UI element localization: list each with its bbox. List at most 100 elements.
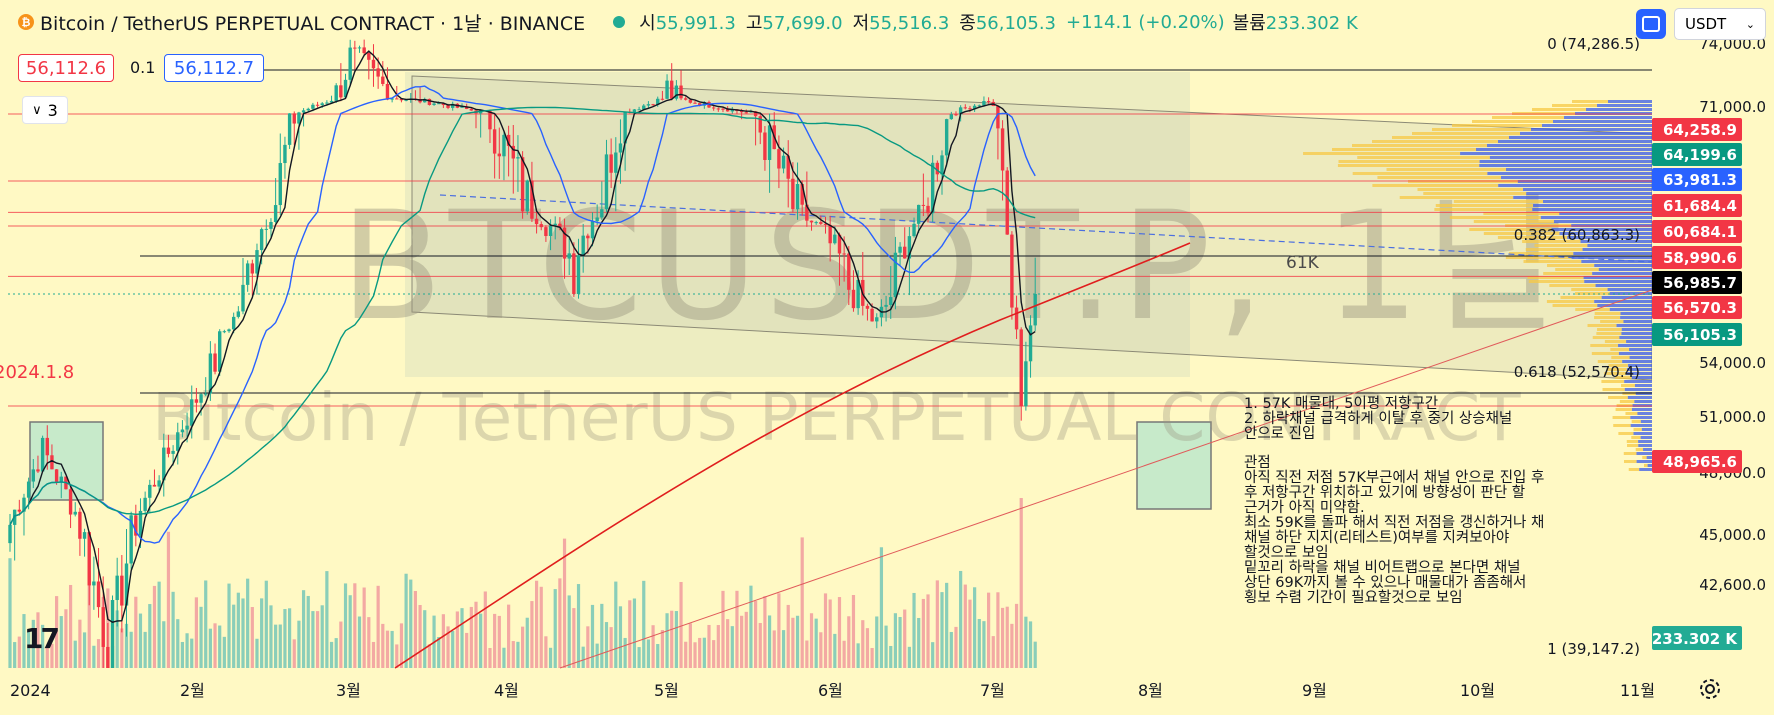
candle: [259, 229, 264, 251]
sell-price-button[interactable]: 56,112.6: [18, 54, 114, 82]
price-tag: [1652, 143, 1742, 166]
candle: [264, 228, 268, 230]
volume-bar: [819, 632, 823, 668]
volume-bar: [702, 637, 706, 668]
volume-profile-bar: [1498, 140, 1652, 143]
tradingview-logo[interactable]: 17: [24, 622, 60, 655]
volume-bar: [1000, 607, 1005, 668]
volume-bar: [367, 617, 371, 668]
volume-profile-bar: [1386, 168, 1506, 171]
candle: [558, 223, 562, 228]
ohlc-open: 시55,991.3: [639, 13, 736, 34]
volume-profile-bar: [1597, 104, 1652, 107]
candle: [8, 524, 12, 544]
candle: [637, 109, 641, 111]
candle: [1028, 325, 1033, 362]
indicators-toggle[interactable]: ∨ 3: [22, 96, 68, 124]
volume-profile-bar: [1633, 428, 1642, 431]
volume-profile-bar: [1639, 468, 1652, 471]
volume-profile-bar: [1532, 208, 1652, 211]
price-tag: [1652, 220, 1742, 243]
symbol-title[interactable]: Bitcoin / TetherUS PERPETUAL CONTRACT · …: [40, 12, 586, 35]
volume-bar: [712, 640, 716, 668]
note-line: 관점: [1244, 455, 1271, 471]
candle: [208, 353, 213, 394]
volume-bar: [618, 606, 623, 668]
candle: [516, 157, 520, 159]
price-axis[interactable]: 74,000.071,000.054,000.051,000.048,000.0…: [1652, 0, 1774, 668]
layout-button[interactable]: [1636, 9, 1666, 39]
volume-bar: [185, 633, 189, 668]
volume-profile-bar: [1552, 304, 1598, 307]
candle: [92, 581, 96, 586]
currency-select[interactable]: USDT ⌄: [1674, 8, 1766, 40]
candle: [334, 85, 338, 101]
candle: [36, 469, 40, 472]
x-axis-label: 5월: [654, 681, 679, 700]
volume-profile-bar: [1601, 380, 1625, 383]
candle: [26, 481, 31, 498]
volume-bar: [460, 608, 464, 668]
volume-bar: [250, 607, 254, 668]
candle: [96, 581, 101, 608]
candle: [432, 103, 436, 105]
volume-bar: [399, 623, 404, 668]
volume-bar: [96, 639, 101, 668]
volume-profile-bar: [1590, 344, 1619, 347]
ohlc-high: 고57,699.0: [745, 13, 843, 34]
candle: [614, 152, 618, 173]
volume-profile-bar: [1592, 336, 1620, 339]
candle: [423, 98, 427, 103]
candle: [45, 437, 49, 456]
volume-bar: [879, 547, 884, 668]
volume-bar: [861, 620, 865, 668]
volume-profile-bar: [1618, 432, 1634, 435]
volume-profile-bar: [1552, 104, 1597, 107]
volume-profile-bar: [1602, 388, 1625, 391]
note-line: 2. 하락채널 급격하게 이탈 후 중기 상승채널: [1244, 411, 1513, 427]
volume-bar: [632, 598, 637, 668]
volume-bar: [795, 615, 800, 668]
fib-level-label: 1 (39,147.2): [1547, 640, 1640, 658]
price-axis-label: 51,000.0: [1699, 408, 1766, 426]
candle: [320, 103, 324, 106]
volume-bar: [735, 590, 739, 668]
volume-profile-bar: [1619, 400, 1635, 403]
volume-profile-bar: [1621, 332, 1652, 335]
volume-profile-bar: [1637, 412, 1652, 415]
volume-profile-bar: [1559, 232, 1652, 235]
volume-profile-bar: [1449, 216, 1541, 219]
volume-bar: [1019, 498, 1023, 668]
candle: [1033, 294, 1037, 326]
volume-profile-bar: [1412, 132, 1520, 135]
candle: [185, 425, 189, 430]
volume-bar: [772, 630, 776, 668]
volume-bar: [679, 581, 683, 668]
candle: [977, 105, 981, 107]
chevron-down-icon: ⌄: [1745, 17, 1755, 31]
volume-profile-bar: [1392, 136, 1509, 139]
candle: [269, 222, 273, 229]
candle: [194, 399, 199, 403]
volume-bar: [36, 612, 40, 668]
volume-bar: [823, 593, 828, 668]
volume-profile-bar: [1522, 240, 1581, 243]
volume-bar: [651, 625, 655, 668]
candle: [1019, 329, 1023, 407]
volume-bar: [744, 611, 748, 668]
candle: [926, 205, 930, 214]
candle: [218, 331, 222, 372]
candle: [353, 47, 357, 49]
volume-profile-bar: [1417, 188, 1524, 191]
x-axis-label: 2월: [180, 681, 205, 700]
candle: [604, 154, 609, 210]
volume-bar: [353, 583, 357, 668]
volume-bar: [1005, 606, 1009, 668]
gear-icon[interactable]: [1698, 677, 1722, 701]
volume-bar: [521, 626, 525, 668]
candle: [129, 515, 133, 564]
x-axis-label: 8월: [1138, 681, 1163, 700]
volume-bar: [586, 626, 590, 668]
buy-price-button[interactable]: 56,112.7: [164, 54, 264, 82]
